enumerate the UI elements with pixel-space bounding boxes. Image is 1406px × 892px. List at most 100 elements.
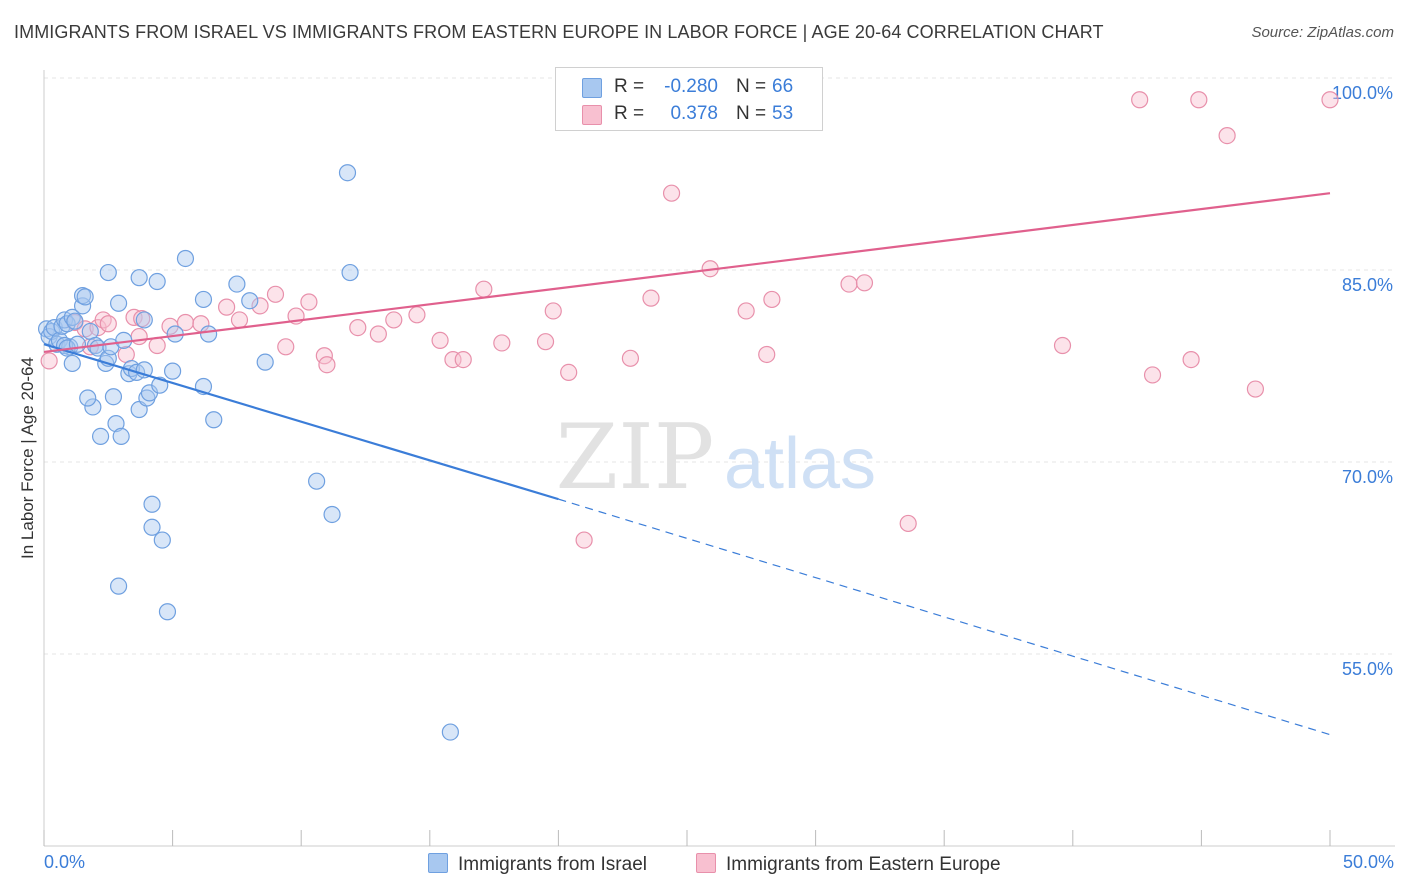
israel-swatch: [582, 78, 602, 98]
legend-label: Immigrants from Eastern Europe: [726, 854, 1001, 875]
eastern-europe-point: [369, 325, 387, 343]
y-tick-label: 70.0%: [1342, 467, 1393, 487]
eastern-europe-point: [1218, 127, 1236, 145]
eastern-europe-point: [130, 327, 148, 346]
israel-point: [200, 325, 218, 343]
israel-point: [158, 603, 177, 621]
israel-point: [68, 335, 87, 353]
israel-point: [308, 472, 326, 490]
eastern-europe-point: [763, 290, 781, 309]
israel-point: [143, 518, 161, 536]
eastern-europe-swatch: [582, 105, 602, 125]
watermark-atlas: atlas: [724, 424, 876, 504]
israel-point: [76, 288, 94, 306]
y-tick-label: 100.0%: [1332, 83, 1393, 103]
r-value: 0.378: [670, 103, 718, 124]
r-label: R =: [614, 76, 645, 97]
y-axis-label: In Labor Force | Age 20-64: [18, 357, 37, 559]
eastern-europe-point: [621, 349, 640, 367]
israel-point: [341, 263, 359, 282]
eastern-europe-point: [251, 297, 269, 315]
eastern-europe-point: [1182, 351, 1200, 369]
israel-point: [241, 292, 259, 310]
eastern-europe-swatch: [696, 853, 716, 873]
israel-trend-line: [43, 343, 559, 501]
israel-point: [112, 427, 130, 445]
eastern-europe-point: [40, 352, 58, 370]
israel-point: [176, 249, 195, 268]
israel-point: [164, 362, 182, 380]
israel-trend-line-extension: [558, 498, 1331, 736]
eastern-europe-point: [300, 293, 318, 311]
series-legend: Immigrants from Israel Immigrants from E…: [0, 851, 1406, 879]
eastern-europe-point: [737, 302, 755, 320]
israel-point: [107, 415, 125, 433]
series-israel: [37, 164, 459, 741]
eastern-europe-point: [1190, 91, 1208, 109]
eastern-europe-point: [1246, 380, 1265, 398]
stats-row-israel: R = -0.280 N = 66: [556, 74, 822, 100]
eastern-europe-point: [475, 280, 493, 298]
eastern-europe-point: [218, 298, 236, 316]
israel-point: [153, 531, 171, 549]
israel-point: [441, 723, 459, 741]
legend-item-israel: Immigrants from Israel: [428, 853, 647, 876]
n-label: N =: [736, 76, 767, 97]
eastern-europe-point: [385, 311, 403, 329]
israel-point: [130, 269, 148, 287]
eastern-europe-point: [454, 351, 472, 369]
eastern-europe-point: [560, 363, 578, 381]
eastern-europe-point: [1321, 91, 1339, 109]
eastern-europe-point: [1131, 91, 1149, 109]
axes: [43, 70, 1395, 847]
stats-row-eastern-europe: R = 0.378 N = 53: [556, 101, 822, 127]
eastern-europe-point: [899, 514, 917, 533]
y-tick-label: 85.0%: [1342, 275, 1393, 295]
legend-item-eastern-europe: Immigrants from Eastern Europe: [696, 853, 1001, 876]
eastern-europe-point: [230, 311, 249, 329]
n-label: N =: [736, 103, 767, 124]
eastern-europe-point: [855, 274, 874, 292]
eastern-europe-point: [575, 531, 593, 549]
eastern-europe-point: [99, 315, 117, 333]
eastern-europe-point: [662, 184, 681, 202]
eastern-europe-trend-line: [43, 192, 1331, 354]
israel-point: [109, 577, 128, 595]
n-value: 66: [772, 76, 794, 97]
eastern-europe-point: [1143, 366, 1162, 384]
eastern-europe-point: [840, 275, 858, 293]
israel-point: [66, 312, 84, 330]
israel-point: [91, 427, 110, 445]
series-eastern-europe: [40, 91, 1339, 549]
r-value: -0.280: [664, 76, 718, 97]
x-tick-label-min: 0.0%: [44, 852, 86, 872]
x-tick-label-max: 50.0%: [1342, 852, 1394, 872]
israel-point: [194, 290, 213, 309]
israel-point: [205, 411, 223, 429]
eastern-europe-point: [642, 289, 660, 307]
eastern-europe-point: [1053, 336, 1072, 355]
eastern-europe-point: [544, 302, 562, 320]
israel-point: [256, 353, 274, 371]
eastern-europe-point: [536, 333, 555, 351]
israel-point: [228, 275, 246, 293]
source-label: Source: ZipAtlas.com: [1251, 24, 1394, 41]
eastern-europe-point: [493, 334, 511, 352]
israel-point: [79, 389, 97, 407]
eastern-europe-point: [431, 331, 449, 349]
israel-point: [338, 164, 357, 182]
israel-point: [63, 354, 81, 373]
eastern-europe-point: [148, 336, 166, 355]
watermark-zip: ZIP: [556, 405, 715, 510]
trend-lines: [43, 192, 1331, 736]
eastern-europe-point: [349, 319, 367, 337]
eastern-europe-point: [277, 338, 295, 356]
eastern-europe-point: [318, 356, 336, 374]
r-label: R =: [614, 103, 645, 124]
n-value: 53: [772, 103, 794, 124]
israel-point: [135, 311, 153, 329]
legend-label: Immigrants from Israel: [458, 854, 647, 875]
israel-point: [104, 388, 123, 406]
israel-point: [84, 398, 102, 416]
